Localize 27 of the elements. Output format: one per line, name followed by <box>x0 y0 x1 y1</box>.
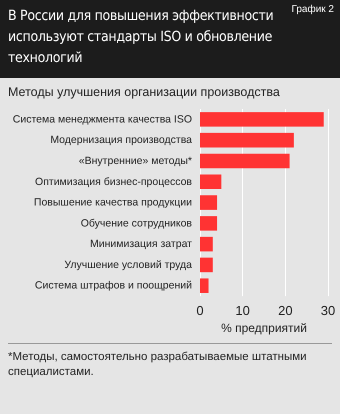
x-tick-label: 20 <box>278 303 293 318</box>
y-tick-label: Модернизация производства <box>50 134 192 146</box>
text: *Методы, самостоятельно разрабатываемые штатными специалистами. <box>8 343 332 380</box>
bar <box>200 258 213 272</box>
chart-subtitle: Методы улучшения организации производства <box>7 84 281 101</box>
bar <box>200 132 294 148</box>
y-tick-label: Минимизация затрат <box>90 238 192 250</box>
y-tick-label: Оптимизация бизнес-процессов <box>35 176 192 188</box>
bar <box>200 278 209 293</box>
y-tick-label: Повышение качества продукции <box>34 196 192 209</box>
y-tick-label: Система менеджмента качества ISO <box>12 113 192 126</box>
bar <box>200 195 218 210</box>
bar <box>200 154 290 168</box>
bar <box>200 236 213 252</box>
bar <box>200 174 222 190</box>
y-tick-label: «Внутренние» методы* <box>78 154 192 167</box>
chart-title: В России для повышения эффективности используют стандарты ISO и обновление технологий <box>8 7 274 68</box>
text: График 2 <box>291 4 334 15</box>
x-tick-label: 10 <box>235 303 250 318</box>
y-tick-label: Улучшение условий труда <box>64 258 192 271</box>
x-axis-title: % предприятий <box>221 321 307 335</box>
x-tick-label: 30 <box>320 303 336 318</box>
bar <box>200 112 324 127</box>
x-tick-label: 0 <box>196 303 204 318</box>
y-tick-label: Система штрафов и поощрений <box>34 280 192 292</box>
y-tick-label: Обучение сотрудников <box>80 217 192 230</box>
bar <box>200 216 218 231</box>
